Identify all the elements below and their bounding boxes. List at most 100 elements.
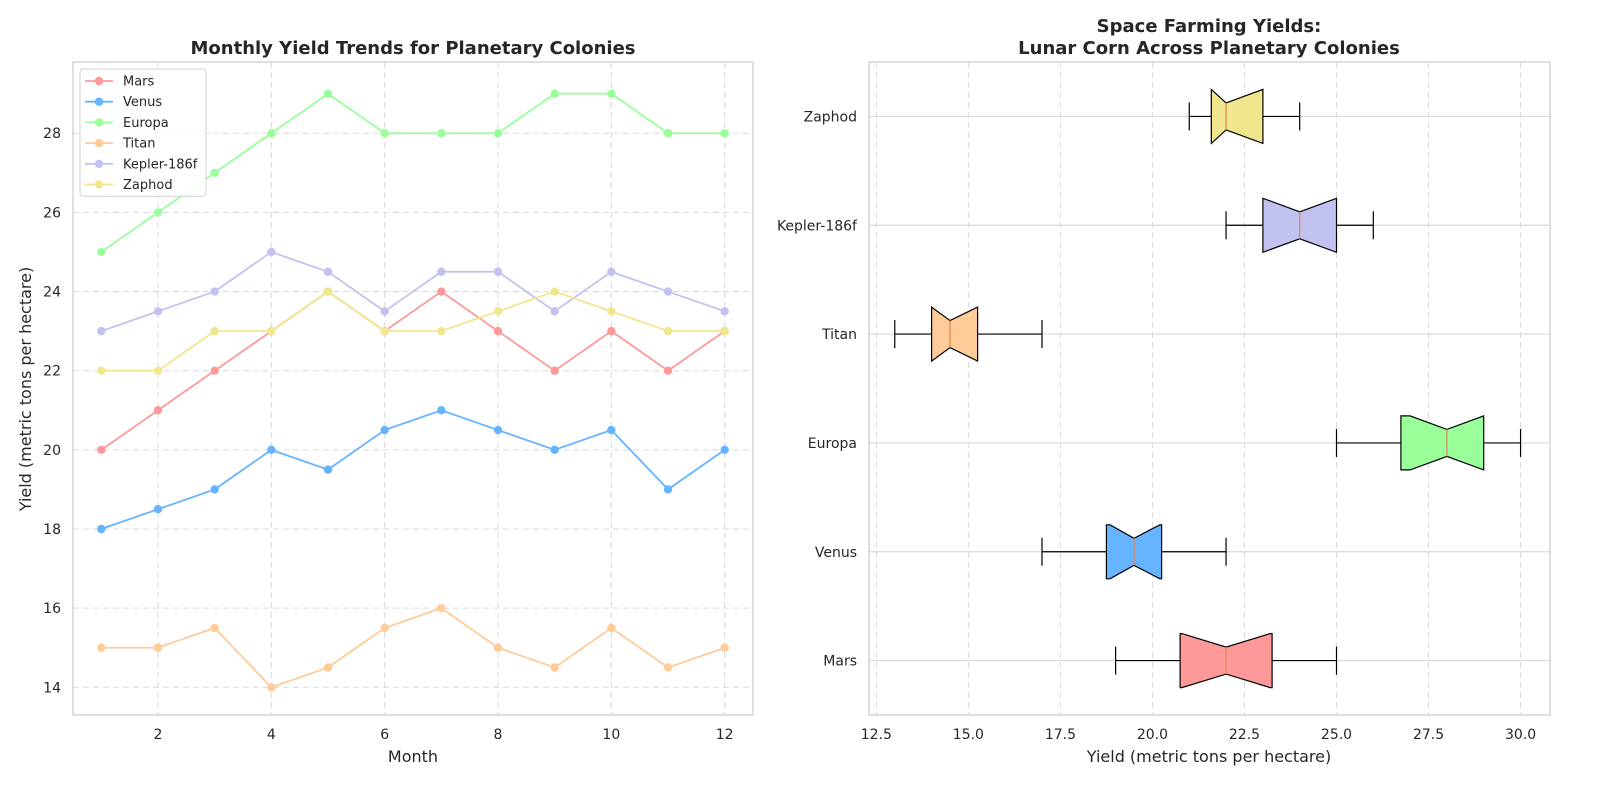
series-line-titan [101,607,725,689]
x-tick-label: 20.0 [1137,727,1168,743]
data-point-mars [97,445,106,455]
data-point-zaphod [607,307,616,316]
data-point-europa [97,247,106,257]
legend-label: Europa [123,116,169,131]
data-point-venus [97,524,106,534]
data-point-zaphod [550,287,559,296]
box-plot-title-line-2: Lunar Corn Across Planetary Colonies [1018,38,1400,59]
y-tick-label: Venus [815,545,857,561]
box-titan [894,305,1043,363]
series-line-mars [100,290,726,451]
series-line-kepler-186f [101,250,725,332]
data-point-zaphod [437,326,446,336]
data-point-venus [323,465,333,474]
data-point-europa [267,129,276,138]
data-point-titan [380,623,389,633]
y-tick-label: 20 [43,443,61,459]
data-point-europa [437,129,446,138]
legend-label: Venus [123,95,162,110]
line-chart-panel: Monthly Yield Trends for Planetary Colon… [16,38,754,766]
data-point-kepler-186f [267,247,276,257]
data-point-titan [267,683,276,692]
x-tick-label: 2 [154,727,163,743]
y-tick-label: Titan [821,327,857,343]
legend-swatch-marker [94,118,104,127]
box-zaphod [1188,88,1301,145]
x-tick-label: 12 [716,727,734,743]
data-point-titan [97,643,106,652]
data-point-europa [323,89,333,98]
data-point-mars [493,326,503,336]
data-point-venus [720,445,729,455]
data-point-kepler-186f [720,307,729,316]
data-point-zaphod [323,287,333,296]
x-tick-label: 15.0 [953,727,984,743]
data-point-venus [210,485,219,494]
series-kepler-186f [97,247,729,336]
data-point-zaphod [493,307,503,316]
data-point-venus [437,406,446,415]
x-tick-label: 22.5 [1229,727,1260,743]
data-point-zaphod [210,326,219,336]
box-kepler-186f [1225,197,1374,254]
legend-swatch-marker [94,180,104,189]
series-line-zaphod [101,290,725,372]
legend-swatch-marker [94,97,104,106]
box-plot-panel: Space Farming Yields: Lunar Corn Across … [777,16,1551,766]
series-mars [97,287,729,455]
x-tick-label: 6 [380,727,389,743]
line-chart-legend: Mars Venus Europa Titan Kepler-186f Zaphod [79,68,207,197]
data-point-kepler-186f [97,326,106,336]
data-point-europa [720,129,729,138]
data-point-titan [663,663,673,672]
series-zaphod [97,287,729,375]
data-point-venus [663,485,673,494]
x-tick-label: 27.5 [1413,727,1444,743]
data-point-europa [153,208,163,217]
data-point-kepler-186f [607,267,616,276]
y-tick-label: 16 [43,601,61,617]
data-point-venus [380,425,389,435]
data-point-kepler-186f [380,307,389,316]
box-plot-x-label: Yield (metric tons per hectare) [1086,747,1332,766]
data-point-europa [663,129,673,138]
line-chart-x-ticks: 2 4 6 8 10 12 [154,727,734,743]
box-plot-x-ticks: 12.5 15.0 17.5 20.0 22.5 25.0 27.5 30.0 [861,727,1536,743]
data-point-europa [607,89,616,98]
data-point-zaphod [267,326,276,336]
legend-label: Kepler-186f [123,157,198,172]
box-plot-y-ticks: Mars Venus Europa Titan Kepler-186f Zaphod [777,109,858,669]
data-point-mars [663,366,673,375]
data-point-kepler-186f [493,267,503,276]
y-tick-label: 24 [43,285,61,301]
y-tick-label: 14 [43,680,61,696]
y-tick-label: 28 [43,126,61,142]
data-point-titan [493,643,503,652]
line-chart-frame [72,61,754,716]
series-line-venus [101,409,726,530]
y-tick-label: 18 [43,522,61,538]
series-titan [97,603,729,692]
line-chart-title: Monthly Yield Trends for Planetary Colon… [191,38,636,59]
data-point-mars [550,366,559,375]
legend-label: Zaphod [123,178,173,193]
box-europa [1335,415,1522,471]
data-point-zaphod [97,366,106,375]
data-point-titan [607,623,616,633]
data-point-kepler-186f [437,267,446,276]
x-tick-label: 25.0 [1321,727,1352,743]
data-point-mars [607,326,616,336]
data-point-titan [550,663,559,672]
box-plot-frame [868,61,1551,716]
data-point-europa [550,89,559,98]
box-venus [1041,524,1227,580]
box-plot-title-line-1: Space Farming Yields: [1097,16,1322,37]
line-chart-series [97,89,729,692]
data-point-kepler-186f [210,287,219,296]
data-point-europa [493,129,503,138]
legend-swatch-marker [94,138,104,148]
data-point-kepler-186f [323,267,333,276]
data-point-titan [210,623,219,633]
data-point-venus [493,425,503,435]
